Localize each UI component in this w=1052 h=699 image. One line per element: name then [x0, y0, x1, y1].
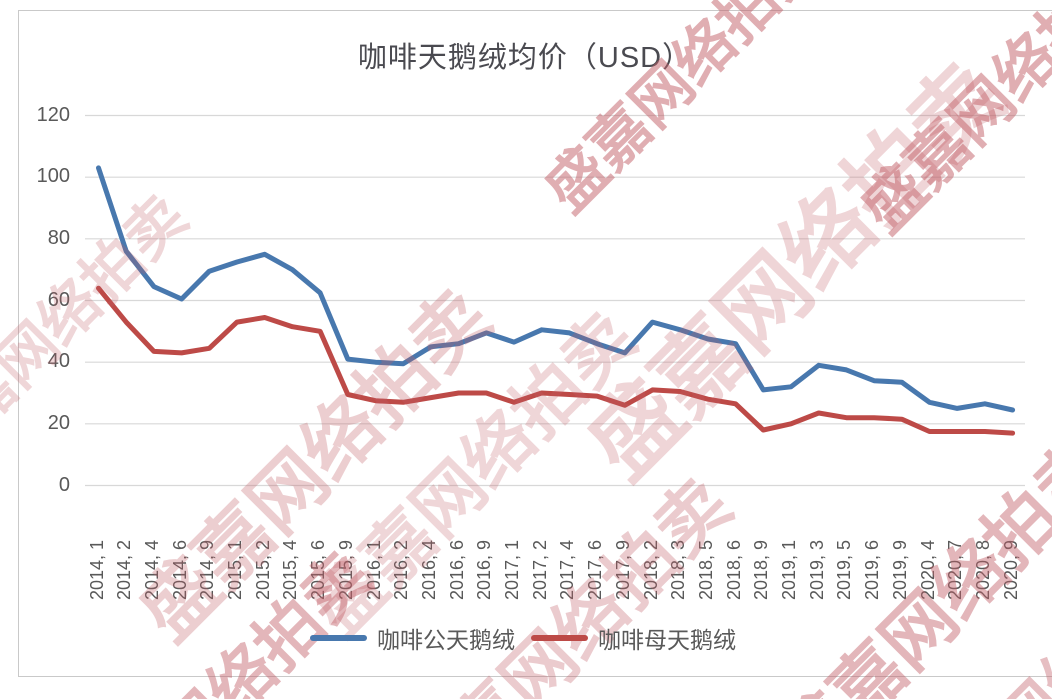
- x-tick-label: 2018, 2: [641, 539, 661, 600]
- x-tick-label: 2016, 6: [447, 539, 467, 600]
- x-tick-label: 2020, 7: [945, 539, 965, 600]
- x-tick-label: 2020, 8: [973, 539, 993, 600]
- x-tick-label: 2020, 9: [1001, 539, 1021, 600]
- series-line-2: [96, 285, 1016, 436]
- x-tick-label: 2020, 4: [918, 539, 938, 600]
- border-left: [18, 10, 19, 677]
- x-tick-label: 2015, 1: [225, 539, 245, 600]
- y-tick-label-20: 20: [47, 412, 70, 434]
- x-tick-label: 2017, 4: [557, 539, 577, 600]
- x-tick-label: 2018, 9: [751, 539, 771, 600]
- x-tick-label: 2016, 4: [419, 539, 439, 600]
- x-tick-label: 2014, 1: [87, 539, 107, 600]
- legend-label-series2: 咖啡母天鹅绒: [598, 627, 736, 653]
- legend-swatch-series1: [310, 635, 367, 641]
- x-tick-label: 2019, 9: [890, 539, 910, 600]
- x-tick-label: 2019, 6: [862, 539, 882, 600]
- y-tick-label-100: 100: [36, 165, 70, 187]
- x-tick-label: 2018, 6: [724, 539, 744, 600]
- legend-swatch-series2: [531, 635, 588, 641]
- y-tick-label-120: 120: [36, 104, 70, 126]
- y-tick-label-0: 0: [58, 474, 70, 496]
- x-tick-label: 2014, 6: [170, 539, 190, 600]
- border-top: [18, 10, 1052, 11]
- x-tick-label: 2014, 4: [142, 539, 162, 600]
- border-bottom: [18, 676, 1052, 677]
- x-tick-label: 2017, 1: [502, 539, 522, 600]
- series-line-1: [96, 165, 1016, 413]
- x-tick-label: 2017, 2: [530, 539, 550, 600]
- x-tick-label: 2015, 6: [308, 539, 328, 600]
- x-tick-label: 2019, 1: [779, 539, 799, 600]
- chart-title: 咖啡天鹅绒均价（USD）: [357, 42, 693, 74]
- chart-legend: 咖啡公天鹅绒 咖啡母天鹅绒: [0, 622, 1052, 654]
- y-tick-label-60: 60: [47, 289, 70, 311]
- x-tick-label: 2017, 9: [613, 539, 633, 600]
- x-tick-label: 2018, 3: [668, 539, 688, 600]
- legend-label-series1: 咖啡公天鹅绒: [377, 627, 515, 653]
- y-tick-label-40: 40: [47, 350, 70, 372]
- x-tick-label: 2014, 2: [114, 539, 134, 600]
- x-tick-label: 2014, 9: [197, 539, 217, 600]
- x-tick-label: 2016, 1: [364, 539, 384, 600]
- x-tick-label: 2015, 4: [280, 539, 300, 600]
- x-tick-label: 2015, 2: [253, 539, 273, 600]
- x-tick-label: 2017, 6: [585, 539, 605, 600]
- x-tick-label: 2019, 5: [834, 539, 854, 600]
- x-tick-label: 2016, 9: [474, 539, 494, 600]
- x-tick-label: 2019, 3: [807, 539, 827, 600]
- x-tick-label: 2015, 9: [336, 539, 356, 600]
- y-tick-label-80: 80: [47, 227, 70, 249]
- x-tick-label: 2018, 5: [696, 539, 716, 600]
- x-tick-label: 2016, 2: [391, 539, 411, 600]
